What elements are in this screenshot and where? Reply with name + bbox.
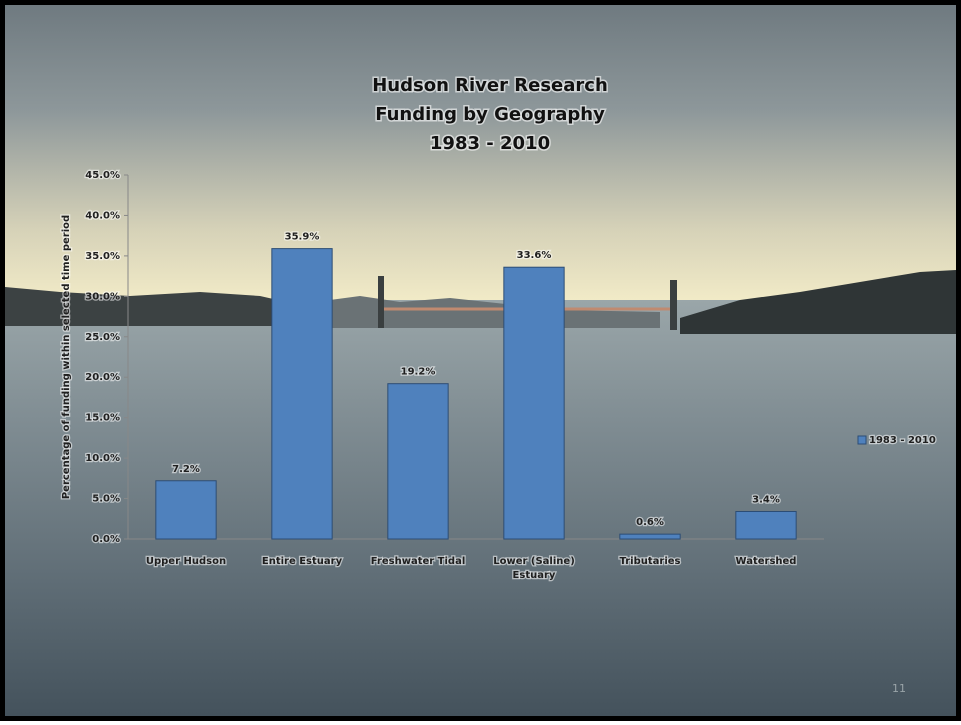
data-label: 19.2%	[401, 367, 436, 378]
chart-title: Hudson River Research	[372, 75, 608, 96]
y-tick-label: 30.0%	[85, 291, 120, 302]
y-tick-label: 15.0%	[85, 413, 120, 424]
data-label: 33.6%	[517, 250, 552, 261]
legend-label: 1983 - 2010	[869, 435, 936, 446]
y-tick-label: 20.0%	[85, 372, 120, 383]
sky	[5, 5, 956, 305]
chart-title: 1983 - 2010	[430, 133, 550, 154]
y-tick-label: 10.0%	[85, 453, 120, 464]
data-label: 0.6%	[636, 517, 664, 528]
y-tick-label: 35.0%	[85, 251, 120, 262]
data-label: 7.2%	[172, 464, 200, 475]
y-tick-label: 5.0%	[92, 494, 120, 505]
bar	[619, 533, 681, 540]
bridge-tower	[670, 280, 677, 330]
bar	[271, 248, 333, 540]
data-label: 3.4%	[752, 494, 780, 505]
x-tick-label: Upper Hudson	[146, 556, 226, 567]
y-tick-label: 0.0%	[92, 534, 120, 545]
y-tick-label: 40.0%	[85, 210, 120, 221]
shore-right	[680, 270, 956, 334]
page-number: 11	[892, 682, 906, 695]
bar	[503, 266, 565, 540]
y-tick-label: 45.0%	[85, 170, 120, 181]
x-tick-label: Tributaries	[620, 556, 681, 567]
x-tick-label: Entire Estuary	[262, 556, 343, 567]
x-tick-label: Lower (Saline) Estuary	[493, 556, 575, 581]
skyline	[330, 296, 660, 328]
x-tick-label: Watershed	[736, 556, 797, 567]
y-axis-label: Percentage of funding within selected ti…	[61, 215, 72, 499]
x-tick-label: Freshwater Tidal	[371, 556, 466, 567]
bar	[387, 383, 449, 540]
chart-title: Funding by Geography	[375, 104, 605, 125]
data-label: 35.9%	[285, 232, 320, 243]
bar	[735, 510, 797, 540]
legend-swatch	[857, 435, 867, 445]
bridge-tower	[378, 276, 384, 328]
y-tick-label: 25.0%	[85, 332, 120, 343]
bar	[155, 480, 217, 540]
water	[5, 300, 956, 716]
